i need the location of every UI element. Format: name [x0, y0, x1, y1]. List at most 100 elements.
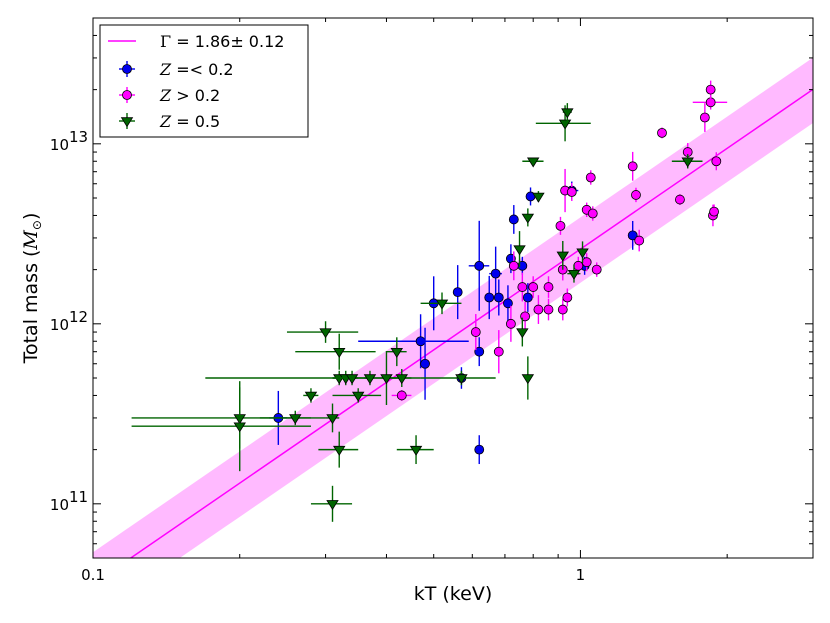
- series-0-point-12-marker: [503, 298, 513, 309]
- y-tick-label-2-exp: 13: [69, 128, 88, 146]
- y-tick-label-1: 10: [50, 316, 69, 334]
- series-2-point-26-marker: [556, 251, 570, 262]
- series-2-point-27-marker: [558, 119, 572, 130]
- series-0-point-11-marker: [493, 292, 504, 303]
- series-1-point-27: [675, 194, 685, 205]
- series-0-point-6: [468, 220, 490, 311]
- series-2-point-28-marker: [561, 108, 574, 119]
- series-2-point-9-marker: [333, 445, 346, 456]
- series-0-point-10-marker: [490, 268, 501, 279]
- legend-series-2-var: Z: [159, 112, 172, 131]
- series-1-point-30-marker: [705, 97, 716, 108]
- series-1-point-34-marker: [711, 156, 722, 167]
- series-0-point-4-marker: [452, 287, 463, 298]
- series-1-point-22-marker: [591, 264, 602, 275]
- legend: Γ = 1.86± 0.12 Z =< 0.2 Z > 0.2 Z = 0.5: [99, 24, 309, 138]
- series-0-point-1: [358, 314, 469, 369]
- series-1-point-0-marker: [396, 390, 407, 401]
- series-1-point-5: [517, 272, 528, 302]
- series-0-point-17: [525, 187, 536, 206]
- legend-box: [99, 24, 309, 138]
- legend-series-1-rest: > 0.2: [171, 86, 220, 105]
- series-1-point-27-marker: [675, 194, 685, 205]
- series-2-point-20-marker: [513, 245, 526, 256]
- legend-series-0-label: Z =< 0.2: [159, 60, 234, 79]
- series-2-point-5: [325, 403, 340, 433]
- series-0-point-20-marker: [627, 230, 638, 241]
- series-2-point-12: [332, 388, 382, 403]
- series-1-point-17: [573, 256, 584, 275]
- series-1-point-18-marker: [581, 257, 592, 268]
- series-1-point-20-marker: [585, 172, 596, 183]
- series-2-point-2: [259, 410, 326, 426]
- series-1-point-25: [634, 229, 645, 252]
- y-tick-label-0-exp: 11: [69, 488, 88, 506]
- series-2-point-3: [303, 388, 319, 403]
- series-1-point-13-marker: [557, 304, 568, 315]
- series-1-point-1: [470, 314, 481, 351]
- fit-confidence-band: [93, 57, 813, 558]
- series-1-point-34: [711, 152, 722, 171]
- series-1-point-13: [557, 298, 568, 321]
- series-2-point-24: [522, 157, 544, 168]
- series-1-point-2-marker: [493, 346, 504, 357]
- series-2-point-17: [396, 435, 434, 465]
- series-2-point-18: [420, 292, 462, 315]
- series-1-point-11-marker: [555, 220, 566, 231]
- series-1-point-21-marker: [587, 208, 598, 219]
- series-2-point-4-marker: [319, 328, 332, 339]
- series-1-point-8-marker: [533, 304, 544, 315]
- series-1-point-10: [543, 298, 554, 321]
- series-1-point-0: [391, 390, 412, 401]
- series-2-point-15-marker: [390, 347, 404, 358]
- fit-line: [129, 88, 813, 558]
- y-tick-label-0: 10: [50, 496, 69, 514]
- series-1-point-31-marker: [705, 84, 716, 95]
- series-2-point-6-marker: [326, 500, 339, 511]
- series-1-point-24: [631, 187, 641, 203]
- series-1-point-2: [493, 330, 504, 374]
- legend-fit-label: Γ = 1.86± 0.12: [160, 32, 284, 51]
- series-0-point-7-marker: [474, 346, 485, 357]
- series-0-point-11: [493, 279, 504, 316]
- series-1-point-15: [562, 288, 573, 307]
- legend-series-2-marker: [120, 117, 134, 128]
- series-2-point-6: [310, 485, 353, 522]
- series-2-point-1: [131, 381, 311, 472]
- series-2-point-28: [561, 103, 574, 122]
- series-2-point-30: [576, 241, 589, 263]
- series-0-point-2-marker: [420, 358, 430, 369]
- series-2-point-20: [513, 231, 526, 268]
- legend-series-1-marker: [122, 90, 132, 100]
- series-1-point-10-marker: [543, 304, 554, 315]
- series-0-point-12: [503, 285, 513, 322]
- series-1-point-29: [699, 103, 710, 132]
- series-2-point-29-marker: [567, 269, 581, 280]
- series-1-point-11: [555, 216, 566, 235]
- series-2-point-29: [567, 264, 581, 283]
- series-2-point-22: [521, 208, 535, 227]
- series-2-point-22-marker: [521, 213, 535, 224]
- y-tick-label-2: 10: [50, 136, 69, 154]
- series-2-point-21: [516, 317, 529, 347]
- series-1-point-5-marker: [517, 282, 528, 292]
- legend-fit-value: = 1.86± 0.12: [171, 32, 284, 51]
- series-2-point-2-marker: [289, 414, 302, 425]
- series-1-point-21: [587, 206, 598, 221]
- series-1: [391, 80, 728, 401]
- series-1-point-9-marker: [543, 282, 554, 292]
- series-2-point-5-marker: [326, 414, 339, 425]
- legend-series-2-label: Z = 0.5: [159, 112, 220, 131]
- series-2-point-15: [386, 337, 407, 367]
- series-1-point-15-marker: [562, 292, 573, 303]
- plot-frame: [92, 17, 814, 559]
- series-1-point-3: [505, 305, 516, 342]
- series-0-point-8-marker: [474, 444, 485, 455]
- series-1-point-33: [709, 204, 719, 219]
- series-0-point-20: [627, 220, 638, 250]
- series-1-point-26: [657, 127, 667, 139]
- x-tick-label-0: 0.1: [81, 566, 105, 584]
- x-axis-title: kT (keV): [414, 583, 493, 605]
- series-0-point-8: [474, 435, 485, 465]
